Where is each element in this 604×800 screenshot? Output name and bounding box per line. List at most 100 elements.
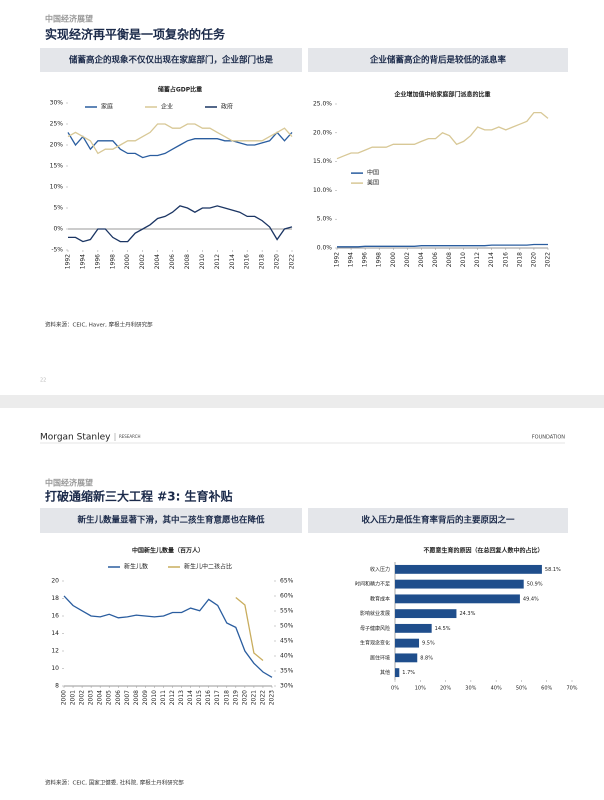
y2-tick-label: 50%: [280, 623, 294, 630]
y-tick-label: 其他: [380, 669, 390, 676]
x-tick-label: 0%: [391, 686, 399, 692]
y2-tick-label: 65%: [280, 578, 294, 585]
series-line: [68, 205, 293, 243]
x-tick-label: 10%: [415, 686, 426, 692]
x-tick-label: 2002: [404, 252, 411, 267]
y-tick-label: 25.0%: [313, 101, 332, 108]
y-tick-label: 10%: [50, 184, 64, 191]
x-tick-label: 2021: [250, 690, 257, 705]
x-tick-label: 2017: [214, 690, 221, 705]
chart-title: 企业增加值中给家庭部门派息的比重: [393, 91, 490, 99]
y-tick-label: 16: [51, 613, 59, 620]
kicker: 中国经济展望: [45, 14, 93, 24]
x-tick-label: 2008: [184, 254, 191, 269]
x-tick-label: 2022: [545, 252, 552, 267]
x-tick-label: 1992: [334, 252, 341, 267]
x-tick-label: 2008: [446, 252, 453, 267]
source: 资料来源：CEIC, 国家卫健委, 社科院, 摩根士丹利研究部: [45, 779, 184, 787]
x-tick-label: 40%: [491, 686, 502, 692]
x-tick-label: 2012: [474, 252, 481, 267]
y-tick-label: 影响就业发展: [360, 610, 390, 617]
y-tick-label: 18: [51, 595, 59, 602]
y-tick-label: 时间和精力不足: [355, 581, 390, 588]
value-label: 50.9%: [527, 582, 543, 588]
x-tick-label: 2009: [142, 690, 149, 705]
x-tick-label: 1998: [109, 254, 116, 269]
legend-label: 新生儿数: [124, 563, 148, 571]
x-tick-label: 2022: [289, 254, 296, 269]
bar: [395, 653, 418, 663]
x-tick-label: 2006: [169, 254, 176, 269]
x-tick-label: 1994: [348, 252, 355, 267]
y-tick-label: 12: [51, 648, 59, 655]
y-tick-label: 20%: [50, 142, 64, 149]
x-tick-label: 1996: [362, 252, 369, 267]
y-tick-label: 教育成本: [370, 595, 390, 602]
x-tick-label: 2014: [488, 252, 495, 267]
x-tick-label: 60%: [541, 686, 552, 692]
y-tick-label: 5%: [53, 205, 63, 212]
x-tick-label: 1998: [376, 252, 383, 267]
series-line: [235, 596, 264, 662]
value-label: 49.4%: [523, 596, 539, 602]
x-tick-label: 2010: [460, 252, 467, 267]
y-tick-label: 0.0%: [317, 245, 333, 252]
legend-label: 政府: [221, 103, 233, 111]
x-tick-label: 2006: [432, 252, 439, 267]
legend-label: 家庭: [101, 103, 113, 111]
legend-label: 新生儿中二孩占比: [184, 563, 232, 571]
source: 资料来源：CEIC, Haver, 摩根士丹利研究部: [45, 321, 153, 329]
panel-title: 企业储蓄高企的背后是较低的派息率: [369, 55, 507, 66]
kicker: 中国经济展望: [45, 478, 93, 488]
y-tick-label: 5.0%: [317, 216, 333, 223]
x-tick-label: 2002: [139, 254, 146, 269]
x-tick-label: 2001: [70, 690, 77, 705]
y-tick-label: -5%: [51, 247, 63, 254]
x-tick-label: 2020: [530, 252, 537, 267]
x-tick-label: 2020: [241, 690, 248, 705]
bar: [395, 638, 420, 648]
x-tick-label: 2022: [259, 690, 266, 705]
x-tick-label: 2000: [124, 254, 131, 269]
x-tick-label: 2013: [178, 690, 185, 705]
legend-label: 中国: [367, 169, 379, 177]
x-tick-label: 1992: [65, 254, 72, 269]
series-line: [67, 131, 293, 159]
y2-tick-label: 45%: [280, 638, 294, 645]
page-number: 22: [40, 378, 46, 384]
x-tick-label: 2020: [274, 254, 281, 269]
y2-tick-label: 30%: [280, 683, 294, 690]
y-tick-label: 15%: [50, 163, 64, 170]
x-tick-label: 2000: [61, 690, 68, 705]
y-tick-label: 25%: [50, 121, 64, 128]
legend-label: 企业: [161, 103, 173, 111]
y-tick-label: 0%: [53, 226, 63, 233]
x-tick-label: 2023: [269, 690, 276, 705]
value-label: 9.5%: [422, 641, 435, 647]
x-tick-label: 2012: [169, 690, 176, 705]
bar: [395, 623, 432, 633]
y-tick-label: 10.0%: [313, 187, 332, 194]
x-tick-label: 20%: [440, 686, 451, 692]
x-tick-label: 2007: [124, 690, 131, 705]
x-tick-label: 2000: [390, 252, 397, 267]
x-tick-label: 1996: [94, 254, 101, 269]
panel-title: 新生儿数量显著下滑，其中二孩生育意愿也在降低: [77, 515, 265, 526]
x-tick-label: 2011: [160, 690, 167, 705]
panel-title: 收入压力是低生育率背后的主要原因之一: [361, 515, 515, 526]
right-tag: FOUNDATION: [532, 435, 565, 441]
x-tick-label: 2006: [115, 690, 122, 705]
x-tick-label: 2004: [418, 252, 425, 267]
panel-header: [308, 508, 568, 533]
x-tick-label: 2004: [154, 254, 161, 269]
y-tick-label: 8: [55, 683, 59, 690]
x-tick-label: 2014: [229, 254, 236, 269]
y2-tick-label: 35%: [280, 668, 294, 675]
y-tick-label: 20.0%: [313, 129, 332, 136]
x-tick-label: 70%: [566, 686, 577, 692]
x-tick-label: 2018: [259, 254, 266, 269]
x-tick-label: 50%: [516, 686, 527, 692]
x-tick-label: 2005: [106, 690, 113, 705]
brand-tag: RESEARCH: [119, 434, 141, 439]
x-tick-label: 2003: [88, 690, 95, 705]
